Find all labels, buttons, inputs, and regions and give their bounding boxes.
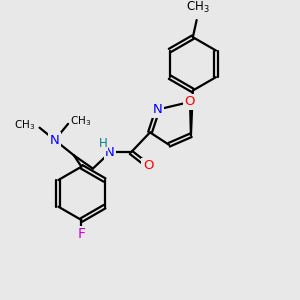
Text: N: N — [50, 134, 60, 146]
Text: CH$_3$: CH$_3$ — [186, 0, 209, 15]
Text: N: N — [153, 103, 163, 116]
Text: H: H — [99, 137, 108, 150]
Text: F: F — [77, 227, 86, 241]
Text: O: O — [185, 95, 195, 108]
Text: N: N — [105, 146, 115, 159]
Text: O: O — [143, 159, 153, 172]
Text: CH$_3$: CH$_3$ — [70, 114, 91, 128]
Text: CH$_3$: CH$_3$ — [14, 118, 35, 132]
